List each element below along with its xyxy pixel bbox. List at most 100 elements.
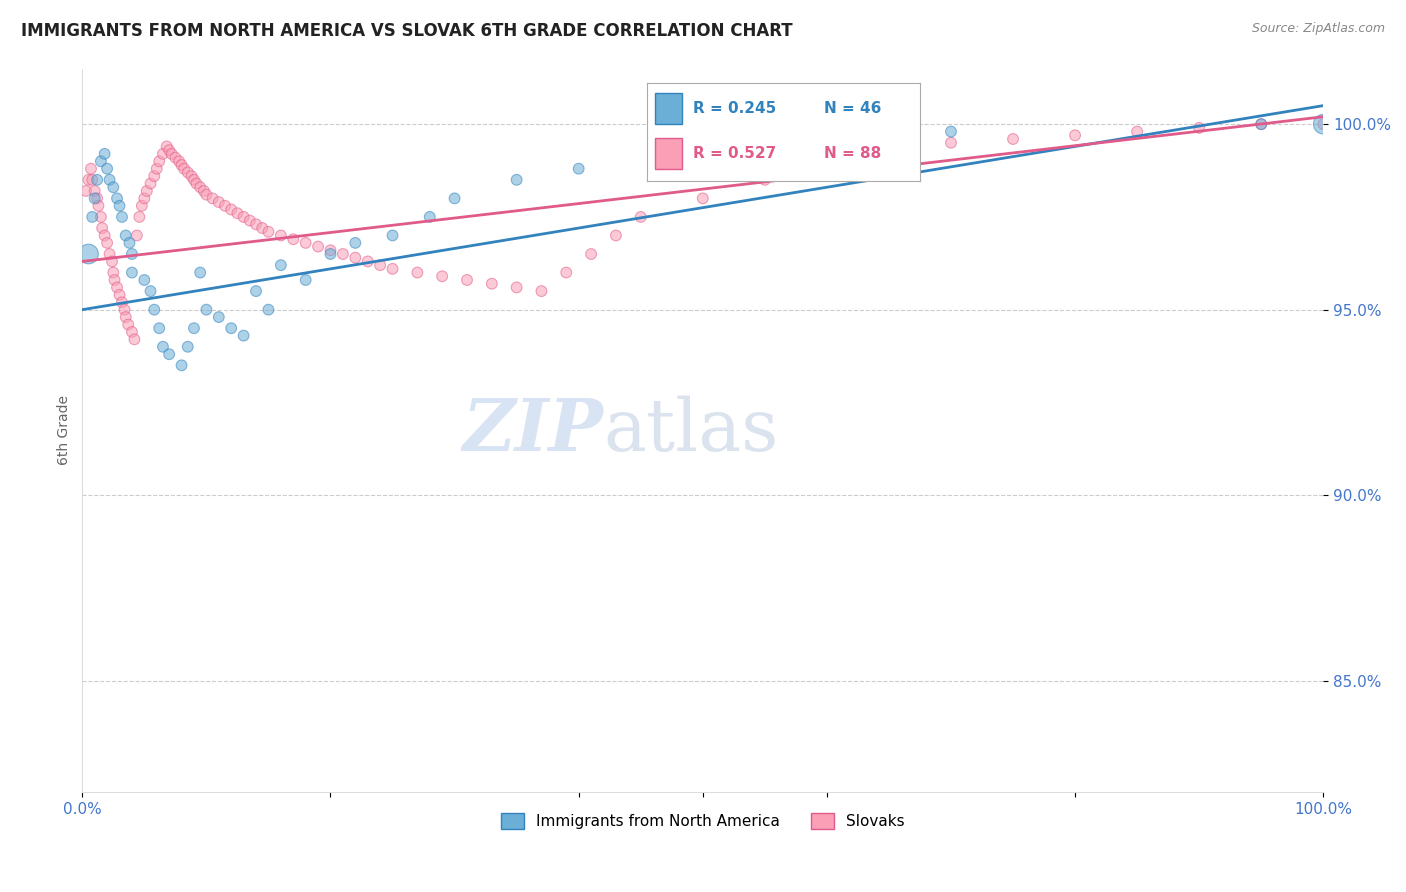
Point (419, 210, 441, 224)
Point (232, 210, 254, 224)
Point (139, 284, 162, 298)
Point (75, 184, 97, 198)
Point (183, 321, 205, 335)
Point (939, 125, 962, 139)
Point (148, 321, 170, 335)
Point (195, 302, 218, 317)
Point (83, 191, 105, 205)
Point (93, 228, 115, 243)
Point (128, 210, 150, 224)
Point (157, 143, 180, 157)
Point (430, 269, 453, 284)
Point (214, 199, 236, 213)
Point (307, 239, 329, 253)
Point (180, 169, 202, 183)
Point (152, 340, 174, 354)
Point (124, 332, 146, 346)
Point (1312, 117, 1334, 131)
Point (406, 266, 429, 280)
Point (481, 277, 503, 291)
Y-axis label: 6th Grade: 6th Grade (58, 395, 72, 466)
Point (456, 273, 478, 287)
Point (143, 302, 166, 317)
Point (170, 158, 193, 172)
Point (555, 266, 578, 280)
Point (505, 173, 527, 187)
Point (90, 210, 112, 224)
Point (114, 302, 136, 317)
Point (186, 177, 208, 191)
Point (160, 146, 183, 161)
Point (344, 251, 367, 265)
Point (815, 136, 838, 150)
Point (134, 191, 156, 205)
Point (630, 210, 652, 224)
Point (208, 310, 231, 324)
Text: atlas: atlas (603, 395, 779, 466)
Point (530, 284, 553, 298)
Point (1250, 117, 1272, 131)
Point (505, 280, 527, 294)
Point (83, 184, 105, 198)
Point (105, 191, 128, 205)
Point (877, 143, 900, 157)
Point (80, 161, 103, 176)
Point (87, 199, 110, 213)
Point (165, 151, 187, 165)
Point (1312, 117, 1334, 131)
Point (245, 217, 267, 231)
Point (139, 177, 162, 191)
Point (131, 199, 153, 213)
Point (117, 318, 139, 332)
Point (1250, 117, 1272, 131)
Point (357, 254, 380, 268)
Point (105, 280, 128, 294)
Point (77, 173, 100, 187)
Point (692, 146, 714, 161)
Point (103, 180, 125, 194)
Point (319, 247, 342, 261)
Point (188, 266, 211, 280)
Point (226, 206, 249, 220)
Point (148, 154, 170, 169)
Point (568, 161, 591, 176)
Text: ZIP: ZIP (463, 395, 603, 466)
Point (232, 328, 254, 343)
Point (368, 258, 391, 272)
Point (96, 235, 118, 250)
Point (91, 221, 114, 235)
Point (252, 221, 274, 235)
Point (114, 310, 136, 324)
Point (193, 184, 215, 198)
Point (381, 261, 404, 276)
Point (692, 191, 714, 205)
Point (1188, 120, 1211, 135)
Point (754, 173, 776, 187)
Point (443, 191, 465, 205)
Point (1064, 128, 1087, 143)
Point (344, 235, 367, 250)
Point (319, 244, 342, 258)
Point (121, 325, 143, 339)
Point (90, 154, 112, 169)
Point (1126, 125, 1149, 139)
Point (108, 288, 131, 302)
Point (96, 161, 118, 176)
Point (114, 228, 136, 243)
Point (101, 254, 124, 268)
Point (86, 191, 108, 205)
Point (332, 247, 354, 261)
Text: Source: ZipAtlas.com: Source: ZipAtlas.com (1251, 22, 1385, 36)
Point (201, 191, 224, 205)
Point (143, 169, 166, 183)
Point (219, 321, 242, 335)
Point (108, 199, 131, 213)
Point (219, 202, 242, 217)
Point (77, 247, 100, 261)
Point (177, 340, 200, 354)
Point (245, 284, 267, 298)
Point (82, 173, 104, 187)
Point (939, 136, 962, 150)
Point (294, 235, 316, 250)
Point (183, 173, 205, 187)
